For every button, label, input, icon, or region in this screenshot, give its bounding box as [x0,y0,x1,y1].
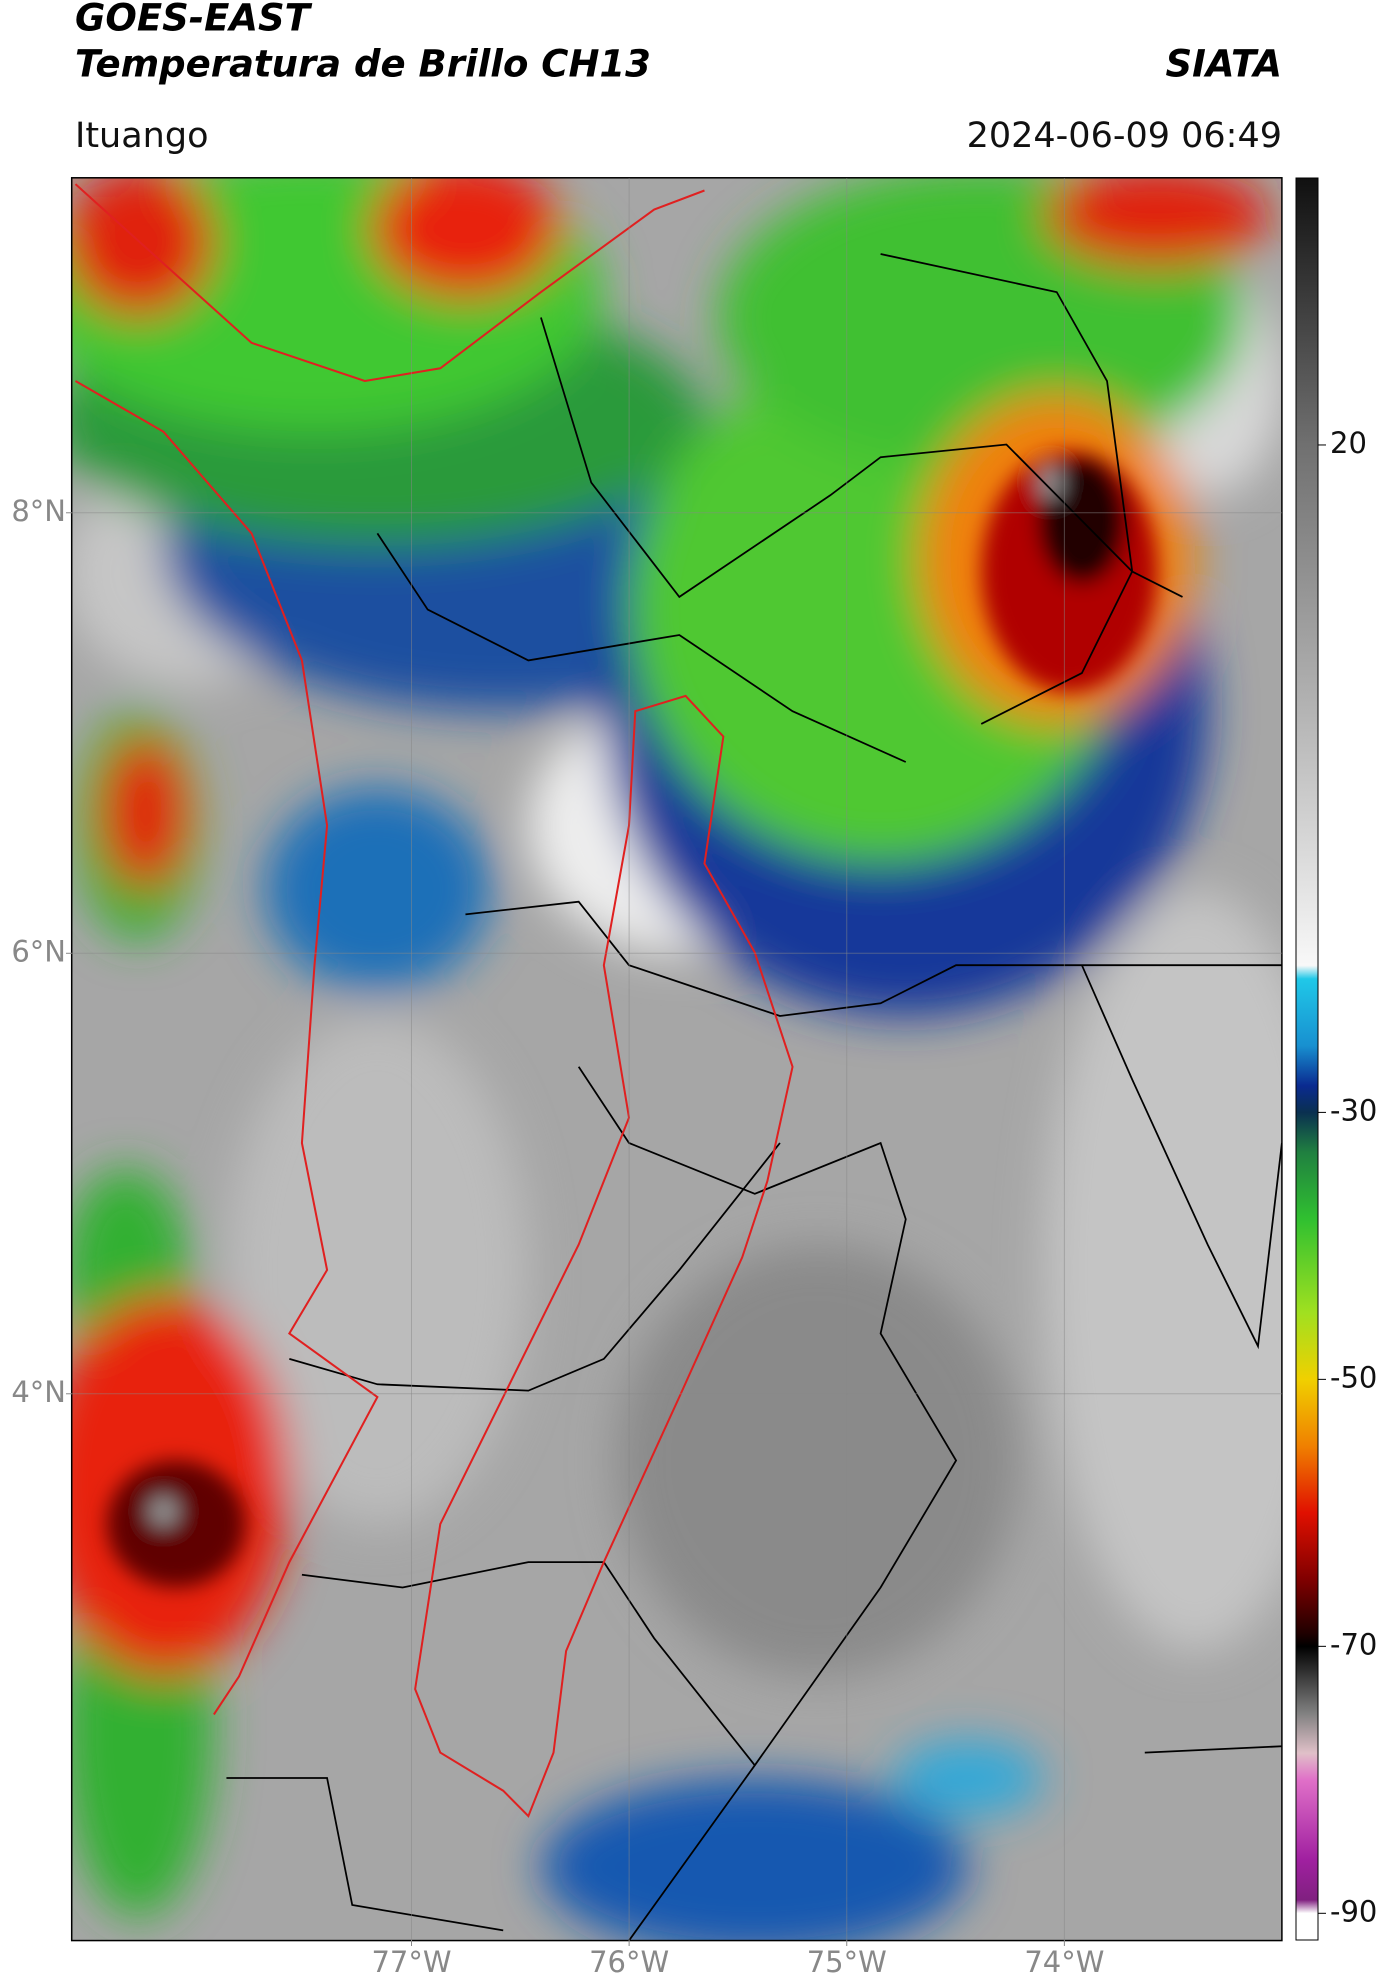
y-tick-label: 6°N [11,934,66,968]
agency: SIATA [1165,43,1282,86]
x-tick-label: 75°W [807,1945,887,1979]
colorbar-label: -70 [1330,1627,1377,1661]
title-line2: Temperatura de Brillo CH13 [75,43,651,86]
colorbar-label: -50 [1330,1360,1377,1394]
x-tick-label: 77°W [371,1945,451,1979]
y-tick-label: 4°N [11,1375,66,1409]
colorbar-label: 20 [1330,426,1367,460]
colorbar-label: -90 [1330,1894,1377,1928]
colorbar-label: -30 [1330,1093,1377,1127]
x-tick-label: 74°W [1024,1945,1104,1979]
satellite-image [70,177,1283,1942]
y-tick-label: 8°N [11,494,66,528]
location: Ituango [75,116,209,156]
colorbar [1295,177,1319,1941]
x-tick-label: 76°W [589,1945,669,1979]
datetime: 2024-06-09 06:49 [967,116,1282,156]
title-line1: GOES-EAST [75,0,313,40]
